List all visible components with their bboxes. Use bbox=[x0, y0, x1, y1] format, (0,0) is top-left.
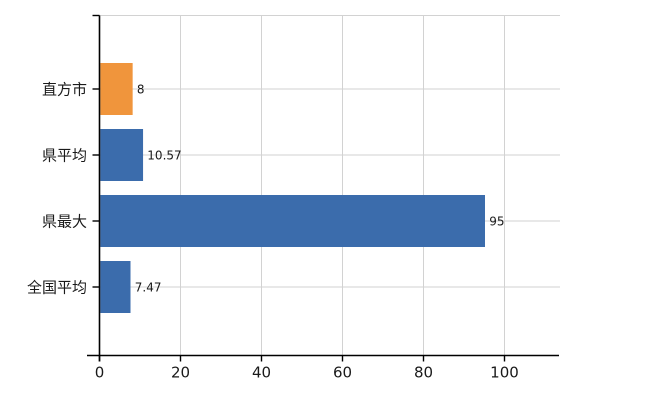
bar-3 bbox=[100, 261, 131, 313]
bar-value-label: 10.57 bbox=[147, 149, 181, 163]
x-tick-label-3: 60 bbox=[333, 364, 352, 382]
bar-1 bbox=[100, 129, 144, 181]
x-tick-label-5: 100 bbox=[490, 364, 519, 382]
x-tick-label-4: 80 bbox=[414, 364, 433, 382]
x-tick-label-0: 0 bbox=[95, 364, 105, 382]
category-label-2: 県最大 bbox=[42, 213, 87, 231]
category-label-0: 直方市 bbox=[42, 81, 87, 99]
bar-value-label: 8 bbox=[137, 83, 145, 97]
bar-value-label: 7.47 bbox=[135, 281, 162, 295]
x-tick-label-1: 20 bbox=[171, 364, 190, 382]
category-label-3: 全国平均 bbox=[27, 279, 87, 297]
x-tick-label-2: 40 bbox=[252, 364, 271, 382]
bar-2 bbox=[100, 195, 485, 247]
category-label-1: 県平均 bbox=[42, 147, 87, 165]
bar-value-label: 95 bbox=[489, 215, 504, 229]
bar-0 bbox=[100, 63, 133, 115]
